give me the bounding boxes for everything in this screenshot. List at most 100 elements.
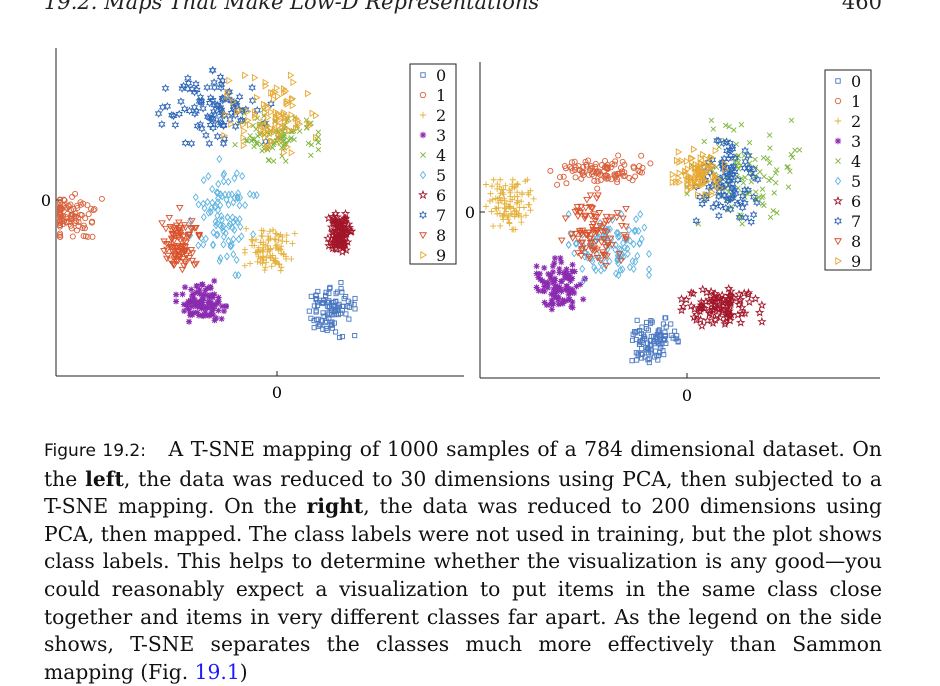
point-class-2 xyxy=(247,260,254,267)
point-class-9 xyxy=(241,127,248,135)
point-class-0 xyxy=(334,289,341,295)
point-class-3 xyxy=(199,292,206,299)
point-class-2 xyxy=(507,203,514,210)
point-class-4 xyxy=(735,159,742,166)
point-class-8 xyxy=(600,252,609,259)
right-x-tick-label: 0 xyxy=(682,386,692,405)
point-class-9 xyxy=(305,89,312,98)
point-class-8 xyxy=(595,210,604,217)
point-class-1 xyxy=(61,197,68,204)
point-class-2 xyxy=(513,211,520,218)
point-class-1 xyxy=(57,223,64,230)
point-class-9 xyxy=(261,108,269,117)
point-class-5 xyxy=(239,172,246,181)
point-class-5 xyxy=(220,177,227,186)
point-class-2 xyxy=(283,232,290,239)
legend-label-2: 2 xyxy=(436,106,446,125)
point-class-5 xyxy=(606,257,613,266)
point-class-8 xyxy=(606,235,615,243)
point-class-9 xyxy=(283,98,290,107)
series-2-points xyxy=(483,176,537,233)
point-class-1 xyxy=(556,174,563,181)
point-class-9 xyxy=(265,144,272,152)
point-class-1 xyxy=(64,210,71,217)
point-class-0 xyxy=(634,357,640,363)
point-class-6 xyxy=(718,305,728,315)
point-class-5 xyxy=(615,228,622,238)
point-class-8 xyxy=(195,232,203,240)
point-class-7 xyxy=(730,186,739,195)
point-class-7 xyxy=(741,198,749,208)
point-class-8 xyxy=(622,223,630,231)
point-class-2 xyxy=(289,240,296,247)
point-class-5 xyxy=(615,259,622,268)
point-class-3 xyxy=(188,293,195,300)
point-class-5 xyxy=(235,271,242,280)
point-class-9 xyxy=(222,110,230,119)
point-class-6 xyxy=(704,308,715,318)
point-class-7 xyxy=(213,132,222,141)
point-class-9 xyxy=(275,92,282,101)
point-class-3 xyxy=(209,307,216,314)
point-class-3 xyxy=(204,304,211,311)
point-class-5 xyxy=(230,217,237,226)
figure-caption: Figure 19.2: A T-SNE mapping of 1000 sam… xyxy=(44,436,882,686)
point-class-9 xyxy=(272,120,280,128)
point-class-3 xyxy=(556,265,563,272)
point-class-7 xyxy=(219,139,228,148)
point-class-3 xyxy=(569,287,576,294)
point-class-1 xyxy=(608,176,615,183)
point-class-7 xyxy=(188,84,196,94)
point-class-9 xyxy=(714,176,722,184)
point-class-8 xyxy=(617,257,625,265)
legend-marker-9 xyxy=(835,257,843,265)
point-class-8 xyxy=(178,250,186,257)
point-class-1 xyxy=(77,199,84,206)
point-class-7 xyxy=(185,106,194,116)
point-class-8 xyxy=(582,245,590,252)
caption-left-word: left xyxy=(85,466,124,491)
figure-reference-link[interactable]: 19.1 xyxy=(194,659,240,684)
point-class-9 xyxy=(676,178,683,187)
point-class-9 xyxy=(684,165,692,173)
point-class-4 xyxy=(788,117,795,124)
point-class-2 xyxy=(496,210,503,217)
point-class-8 xyxy=(583,197,591,204)
point-class-5 xyxy=(630,240,637,249)
point-class-2 xyxy=(501,211,508,218)
point-class-4 xyxy=(249,136,256,142)
point-class-8 xyxy=(603,253,611,260)
right-legend-box xyxy=(824,69,872,271)
point-class-4 xyxy=(308,142,315,148)
point-class-8 xyxy=(586,235,595,242)
point-class-2 xyxy=(506,187,513,194)
point-class-1 xyxy=(594,178,601,185)
point-class-1 xyxy=(77,201,84,208)
point-class-2 xyxy=(522,178,529,185)
point-class-8 xyxy=(622,236,630,243)
point-class-7 xyxy=(731,153,739,163)
point-class-3 xyxy=(564,286,571,293)
point-class-7 xyxy=(750,173,758,182)
point-class-8 xyxy=(180,222,189,229)
point-class-7 xyxy=(209,115,218,124)
point-class-8 xyxy=(577,203,585,211)
point-class-1 xyxy=(560,173,567,180)
point-class-8 xyxy=(592,238,600,246)
point-class-1 xyxy=(602,157,609,164)
point-class-5 xyxy=(192,193,199,202)
point-class-7 xyxy=(171,120,180,130)
point-class-8 xyxy=(574,213,582,221)
point-class-8 xyxy=(175,205,184,212)
point-class-0 xyxy=(675,339,681,345)
point-class-5 xyxy=(246,189,253,199)
legend-marker-9 xyxy=(420,251,428,259)
point-class-0 xyxy=(329,312,335,318)
point-class-3 xyxy=(211,291,218,298)
point-class-9 xyxy=(224,88,232,97)
point-class-8 xyxy=(604,217,613,225)
point-class-7 xyxy=(192,79,200,89)
point-class-2 xyxy=(260,227,267,234)
point-class-3 xyxy=(550,277,557,284)
